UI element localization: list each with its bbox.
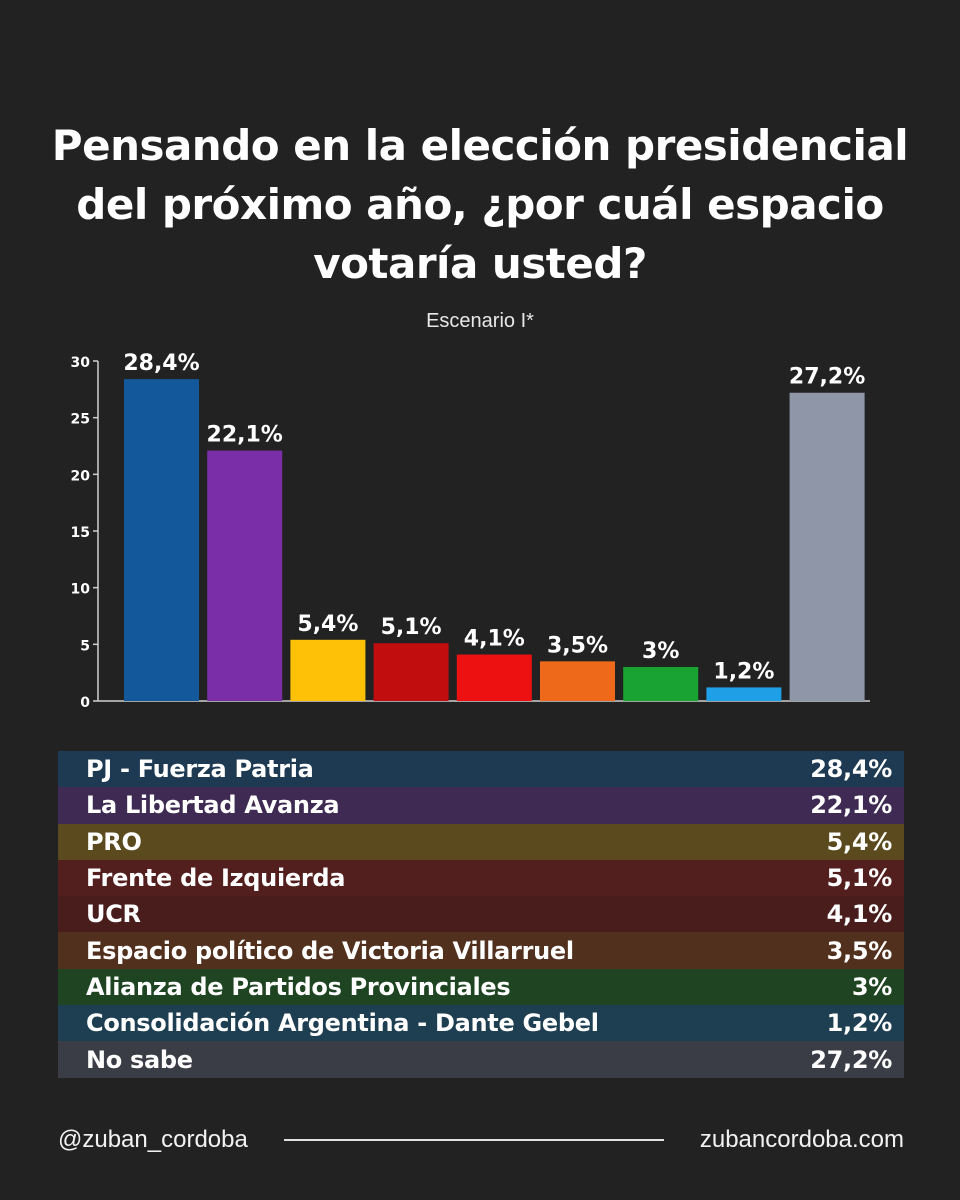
bar-value-label: 27,2%	[789, 365, 865, 390]
legend-label: PRO	[86, 827, 142, 856]
legend-label: PJ - Fuerza Patria	[86, 755, 314, 784]
legend-label: UCR	[86, 900, 141, 929]
legend-value: 5,1%	[826, 864, 893, 893]
legend-row: Alianza de Partidos Provinciales 3%	[58, 968, 904, 1006]
legend-value: 4,1%	[826, 900, 893, 929]
bar[interactable]	[124, 379, 199, 701]
legend-value: 22,1%	[810, 791, 892, 820]
legend-value: 28,4%	[810, 755, 892, 784]
y-tick-label: 25	[71, 412, 90, 428]
chart-subtitle: Escenario I*	[426, 310, 534, 332]
website-link[interactable]: zubancordoba.com	[699, 1126, 904, 1153]
legend-row: Consolidación Argentina - Dante Gebel 1,2…	[58, 1005, 904, 1042]
legend-row: Espacio político de Victoria Villarruel 3…	[58, 932, 904, 969]
legend-value: 5,4%	[826, 827, 893, 856]
bar[interactable]	[789, 392, 865, 701]
legend-label: Espacio político de Victoria Villarruel	[86, 936, 574, 965]
y-tick-label: 10	[71, 582, 91, 598]
legend-value: 3,5%	[826, 936, 893, 965]
legend-label: Frente de Izquierda	[86, 864, 346, 893]
legend-label: La Libertad Avanza	[86, 791, 340, 820]
title-line: del próximo año, ¿por cuál espacio	[76, 180, 884, 229]
social-handle: @zuban_cordoba	[58, 1126, 248, 1153]
title-line: votaría usted?	[313, 239, 647, 288]
legend-row: PJ - Fuerza Patria 28,4%	[58, 751, 904, 788]
y-tick-label: 0	[80, 695, 90, 711]
bar[interactable]	[456, 654, 532, 701]
legend-row: La Libertad Avanza 22,1%	[58, 787, 904, 824]
bar-value-label: 1,2%	[713, 659, 774, 684]
bar[interactable]	[373, 643, 449, 701]
y-tick-label: 30	[71, 355, 91, 371]
legend-row: PRO 5,4%	[58, 823, 904, 860]
legend-table: PJ - Fuerza Patria 28,4% La Libertad Avanz…	[58, 751, 904, 1078]
legend-row: UCR 4,1%	[58, 896, 904, 933]
bar[interactable]	[623, 667, 699, 701]
bar-value-label: 5,1%	[381, 615, 442, 640]
bar-value-label: 28,4%	[123, 351, 199, 376]
bar[interactable]	[540, 661, 615, 701]
bar-value-label: 22,1%	[207, 423, 283, 448]
chart-title: Pensando en la elección presidencial del…	[40, 116, 920, 293]
bar[interactable]	[207, 450, 283, 701]
legend-value: 3%	[851, 972, 892, 1001]
title-line: Pensando en la elección presidencial	[51, 121, 909, 170]
y-tick-label: 20	[71, 468, 91, 484]
legend-label: No sabe	[86, 1045, 193, 1074]
y-tick-label: 5	[80, 638, 90, 654]
bar-value-label: 3%	[642, 639, 679, 664]
footer-divider	[283, 1139, 664, 1141]
y-tick-label: 15	[71, 525, 90, 541]
bar[interactable]	[290, 639, 366, 701]
legend-value: 27,2%	[810, 1045, 892, 1074]
legend-label: Consolidación Argentina - Dante Gebel	[86, 1009, 599, 1038]
bar-chart: 0 5 10 15 20 25 30 28,4% 22,1% 5,4% 5,1% 4,1% 3,5% 3%…	[71, 351, 870, 711]
footer: @zuban_cordoba zubancordoba.com	[58, 1120, 904, 1160]
legend-row: Frente de Izquierda 5,1%	[58, 859, 904, 897]
legend-row: No sabe 27,2%	[58, 1041, 904, 1078]
bar-value-label: 5,4%	[297, 612, 358, 637]
bar[interactable]	[706, 687, 782, 701]
bar-value-label: 3,5%	[547, 633, 608, 658]
legend-value: 1,2%	[826, 1009, 893, 1038]
bar-value-label: 4,1%	[464, 627, 525, 652]
legend-label: Alianza de Partidos Provinciales	[86, 972, 511, 1001]
